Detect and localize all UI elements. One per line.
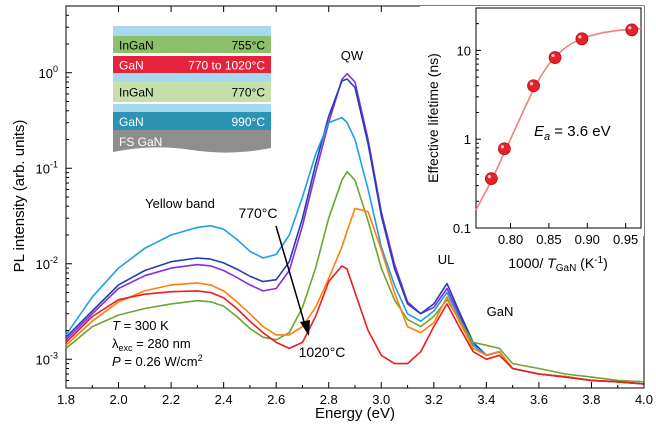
inset-x-tick-label: 0.85: [536, 232, 561, 247]
structure-layer-name: InGaN: [119, 86, 154, 100]
pl-spectrum-series-4: [65, 170, 645, 383]
structure-layer-temperature: 770 to 1020°C: [188, 59, 265, 73]
main-x-ticks: 1.8 2.0 2.2 2.4 2.6 2.8 3.0 3.2 3.4 3.6 3.8 4.0: [57, 6, 653, 407]
condition-power: P = 0.26 W/cm2: [112, 353, 203, 369]
qw-label: QW: [341, 48, 364, 63]
inset-x-tick-label: 0.80: [498, 232, 523, 247]
structure-layer-name: GaN: [119, 115, 144, 129]
activation-energy-label: Ea = 3.6 eV: [534, 123, 611, 143]
temp-770-label: 770°C: [238, 205, 277, 221]
main-x-tick-label: 2.4: [215, 392, 233, 407]
main-y-tick-label: 10-1: [36, 159, 58, 176]
inset-points-group: [484, 23, 639, 185]
main-x-tick-label: 1.8: [57, 392, 75, 407]
inset-y-axis-label: Effective lifetime (ns): [425, 53, 441, 183]
main-y-ticks: 10-3 10-2 10-1 100: [36, 5, 72, 381]
condition-temperature: T = 300 K: [112, 318, 169, 333]
inset-y-tick-label: 1: [464, 132, 471, 147]
pl-spectrum-series-6: [65, 265, 645, 385]
structure-layer-temperature: 755°C: [232, 39, 266, 53]
yellow-band-label: Yellow band: [145, 196, 215, 211]
structure-layer: [113, 81, 271, 102]
main-plot: 1.8 2.0 2.2 2.4 2.6 2.8 3.0 3.2 3.4 3.6 3.8 4.0 10-…: [11, 5, 653, 422]
inset-x-axis-label: 1000/ TGaN (K-1): [508, 255, 608, 274]
main-y-tick-label: 10-3: [36, 350, 58, 367]
temperature-arrow-line: [275, 225, 306, 326]
main-x-tick-label: 3.8: [582, 392, 600, 407]
structure-layer: [113, 56, 271, 73]
lifetime-data-point: [575, 32, 589, 46]
structure-layer-name: FS GaN: [119, 135, 162, 149]
lifetime-data-point: [527, 79, 540, 93]
main-x-axis-label: Energy (eV): [315, 405, 395, 422]
main-x-tick-label: 3.0: [372, 392, 390, 407]
spacer-layer: [113, 104, 271, 112]
inset-y-tick-label: 10: [457, 43, 471, 58]
lifetime-point-highlight: [628, 26, 632, 30]
main-x-tick-label: 4.0: [635, 392, 653, 407]
lifetime-data-point: [625, 23, 639, 37]
main-y-tick-label: 100: [39, 64, 58, 81]
lifetime-data-point: [497, 142, 511, 156]
lifetime-data-point: [548, 51, 562, 64]
layer-structure-diagram: InGaN 755°C GaN 770 to 1020°C InGaN 770°C GaN 9…: [113, 26, 271, 153]
pl-spectrum-series-5: [65, 207, 645, 385]
structure-layer-name: InGaN: [119, 39, 154, 53]
condition-wavelength: λexc = 280 nm: [112, 336, 191, 353]
inset-fit-curve: [475, 27, 642, 211]
structure-layer: [113, 112, 271, 130]
main-y-axis-label: PL intensity (arb. units): [11, 120, 28, 273]
inset-plot-frame: [475, 7, 642, 229]
ul-label: UL: [438, 252, 455, 267]
structure-layer-name: GaN: [119, 59, 144, 73]
main-x-tick-label: 3.6: [530, 392, 548, 407]
gan-peak-label: GaN: [487, 304, 514, 319]
structure-layer-temperature: 770°C: [232, 86, 266, 100]
inset-x-tick-label: 0.95: [613, 232, 638, 247]
lifetime-data-point: [484, 172, 498, 185]
main-x-tick-label: 2.0: [110, 392, 128, 407]
inset-background: [420, 6, 644, 236]
main-x-tick-label: 3.4: [477, 392, 495, 407]
lifetime-point-highlight: [551, 53, 555, 58]
inset-y-tick-label: 0.1: [453, 221, 471, 236]
inset-plot: 0.80 0.85 0.90 0.95 0.1 1 10 Effective lifeti…: [420, 6, 644, 274]
structure-layer: [113, 36, 271, 53]
inset-x-tick-label: 0.90: [575, 232, 600, 247]
structure-layer-temperature: 990°C: [232, 115, 266, 129]
main-series-group: [65, 72, 645, 385]
substrate-layer: [113, 130, 271, 153]
inset-y-ticks: 0.1 1 10: [453, 7, 481, 236]
temperature-arrow-head: [300, 320, 310, 336]
main-x-tick-label: 2.2: [162, 392, 180, 407]
lifetime-point-highlight: [487, 174, 491, 179]
main-x-tick-label: 3.2: [425, 392, 443, 407]
main-x-tick-label: 2.8: [320, 392, 338, 407]
lifetime-point-highlight: [500, 145, 504, 149]
temp-1020-label: 1020°C: [299, 344, 346, 360]
lifetime-point-highlight: [578, 35, 582, 39]
main-y-tick-label: 10-2: [36, 255, 58, 272]
inset-x-ticks: 0.80 0.85 0.90 0.95: [498, 223, 638, 247]
lifetime-point-highlight: [529, 82, 534, 86]
spacer-layer: [113, 26, 271, 36]
spacer-layer: [113, 73, 271, 81]
main-x-tick-label: 2.6: [267, 392, 285, 407]
